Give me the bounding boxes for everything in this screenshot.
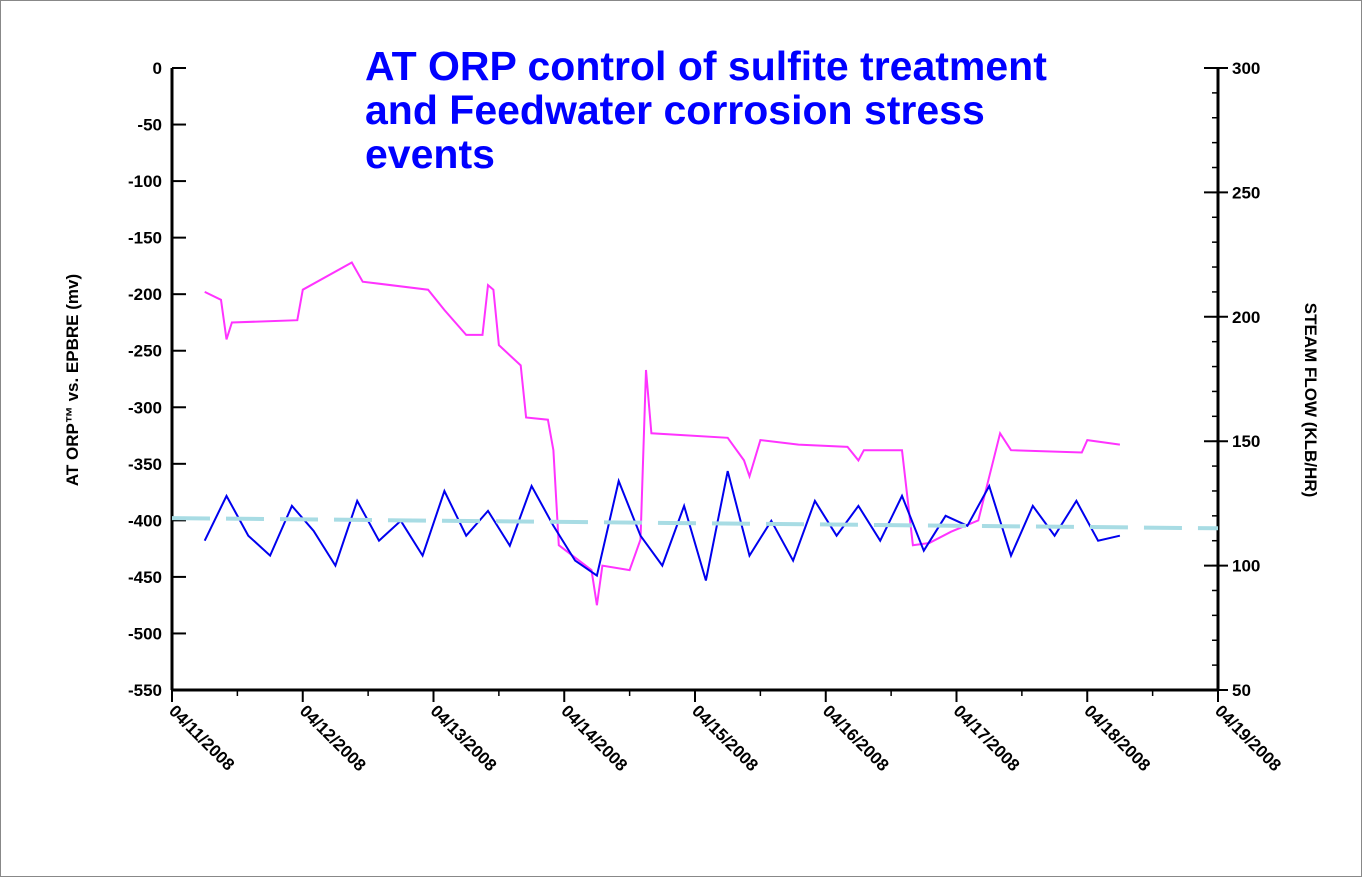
- y-tick-label: -50: [137, 116, 162, 135]
- chart-title: AT ORP control of sulfite treatment and …: [365, 43, 1047, 177]
- y-tick-label: -500: [128, 624, 162, 643]
- y-axis-label: AT ORP™ vs. EPBRE (mv): [63, 274, 82, 486]
- y-tick-label: -550: [128, 681, 162, 700]
- series-line: [204, 261, 1121, 606]
- y2-tick-label: 250: [1232, 183, 1260, 202]
- y-tick-label: 0: [153, 59, 162, 78]
- y2-tick-label: 150: [1232, 432, 1260, 451]
- y2-tick-label: 100: [1232, 557, 1260, 576]
- y-tick-label: -300: [128, 398, 162, 417]
- y-tick-label: -450: [128, 568, 162, 587]
- y2-tick-label: 300: [1232, 59, 1260, 78]
- y-tick-label: -250: [128, 342, 162, 361]
- series-line: [171, 516, 1219, 531]
- y-tick-label: -200: [128, 285, 162, 304]
- y-tick-label: -350: [128, 455, 162, 474]
- y-tick-label: -100: [128, 172, 162, 191]
- y2-axis-label: STEAM FLOW (KLB/HR): [1301, 303, 1320, 498]
- y-tick-label: -150: [128, 229, 162, 248]
- y-tick-label: -400: [128, 511, 162, 530]
- series-line: [203, 470, 1121, 581]
- y2-tick-label: 200: [1232, 308, 1260, 327]
- y2-tick-label: 50: [1232, 681, 1251, 700]
